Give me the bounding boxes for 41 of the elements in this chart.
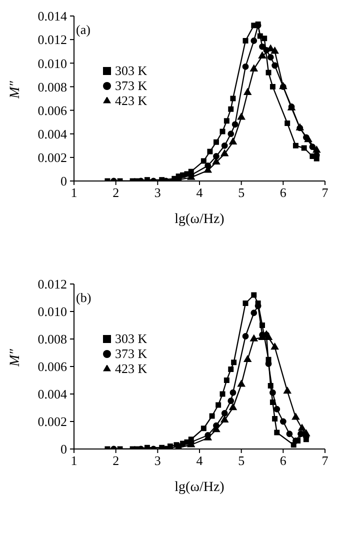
y-tick-label: 0.014 [38, 8, 68, 24]
legend-label: 303 K [115, 331, 148, 346]
x-tick-label: 5 [238, 453, 245, 468]
y-tick-label: 0.010 [38, 56, 67, 71]
y-axis-title: M″ [8, 80, 23, 100]
x-tick-label: 5 [238, 185, 245, 200]
text: (b) [76, 290, 92, 305]
y-tick-label: 0.004 [38, 386, 68, 402]
x-tick-label: 1 [70, 185, 78, 200]
y-tick-label: 0.006 [38, 359, 68, 374]
x-axis-title: lg(ω/Hz) [174, 212, 225, 227]
legend-label: 303 K [115, 63, 148, 78]
y-tick-label: 0.010 [38, 304, 67, 320]
legend-label: 373 K [115, 346, 148, 361]
x-tick-label: 7 [322, 453, 329, 468]
text: (a) [76, 22, 90, 37]
x-tick-label: 4 [196, 185, 204, 200]
legend-label: 423 K [115, 93, 148, 108]
x-tick-label: 2 [112, 185, 120, 200]
y-tick-label: 0.012 [38, 276, 67, 292]
y-tick-label: 0.002 [38, 150, 67, 166]
x-tick-label: 3 [154, 453, 161, 468]
x-tick-label: 6 [280, 453, 287, 468]
y-tick-label: 0 [60, 174, 67, 189]
y-axis-title: M″ [8, 348, 23, 368]
x-tick-label: 7 [322, 185, 329, 200]
y-tick-label: 0.002 [38, 414, 67, 430]
x-tick-label: 3 [154, 185, 161, 200]
y-tick-label: 0.008 [38, 332, 67, 347]
x-axis-title: lg(ω/Hz) [174, 480, 225, 495]
legend-label: 373 K [115, 78, 148, 93]
x-tick-label: 6 [280, 185, 287, 200]
x-tick-label: 2 [112, 453, 120, 468]
y-tick-label: 0.008 [38, 79, 67, 94]
y-tick-label: 0.004 [38, 126, 68, 142]
y-tick-label: 0.012 [38, 32, 67, 48]
y-tick-label: 0 [60, 442, 67, 457]
x-tick-label: 4 [196, 453, 204, 468]
legend-label: 423 K [115, 361, 148, 376]
x-tick-label: 1 [70, 453, 78, 468]
y-tick-label: 0.006 [38, 102, 68, 118]
